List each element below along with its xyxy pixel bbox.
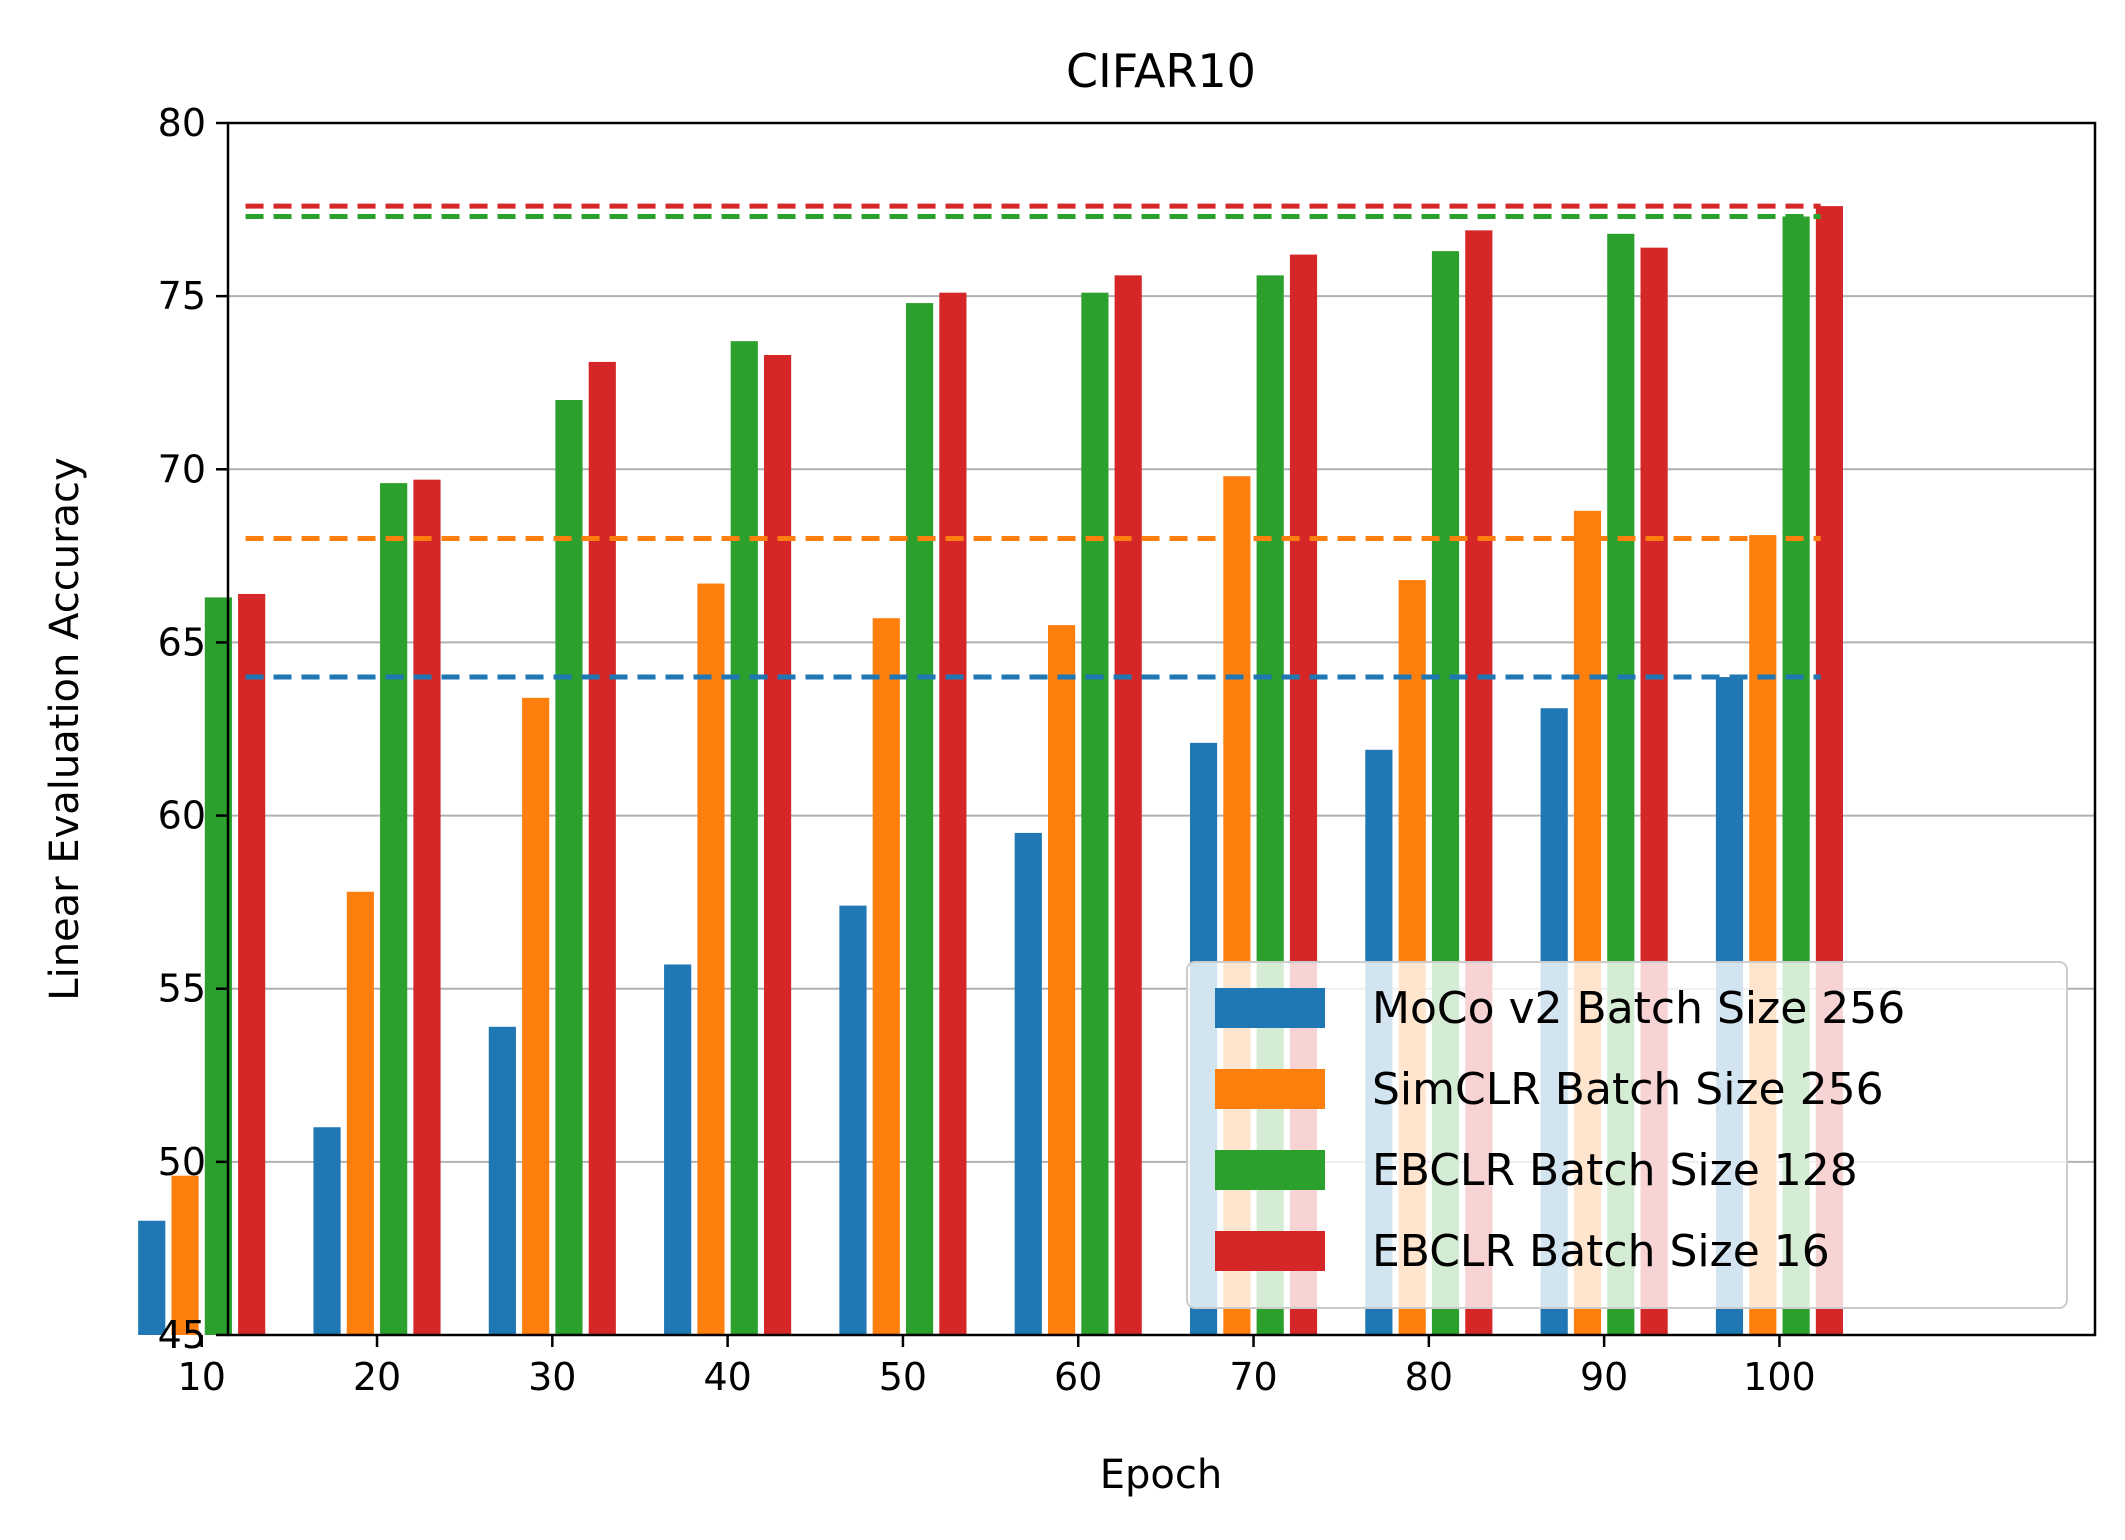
x-tick-label: 10 xyxy=(178,1355,226,1399)
x-tick-label: 100 xyxy=(1743,1355,1816,1399)
x-tick-label: 50 xyxy=(879,1355,927,1399)
bar xyxy=(555,400,583,1335)
chart-title: CIFAR10 xyxy=(1066,44,1256,98)
x-tick-label: 40 xyxy=(703,1355,751,1399)
bar xyxy=(138,1220,166,1335)
bar xyxy=(413,479,441,1335)
x-tick-label: 80 xyxy=(1405,1355,1453,1399)
legend-label: MoCo v2 Batch Size 256 xyxy=(1372,983,1905,1034)
bar xyxy=(763,355,792,1335)
x-tick-label: 90 xyxy=(1580,1355,1628,1399)
bar xyxy=(522,697,550,1335)
y-tick-label: 55 xyxy=(158,967,206,1011)
bar xyxy=(488,1026,516,1335)
reference-lines xyxy=(245,203,1821,680)
bar xyxy=(380,483,408,1335)
legend-swatch xyxy=(1215,1069,1325,1109)
legend-label: EBCLR Batch Size 128 xyxy=(1372,1145,1858,1196)
y-tick-label: 75 xyxy=(158,274,206,318)
x-tick-label: 30 xyxy=(528,1355,576,1399)
bar xyxy=(238,593,266,1335)
legend-swatch xyxy=(1215,1231,1325,1271)
legend-swatch xyxy=(1215,988,1325,1028)
bar xyxy=(730,341,758,1335)
x-tick-label: 70 xyxy=(1229,1355,1277,1399)
bar xyxy=(839,905,867,1335)
bar xyxy=(1081,292,1109,1336)
bar xyxy=(697,583,725,1335)
legend-box xyxy=(1186,961,2068,1309)
plot-frame xyxy=(226,121,2097,1337)
legend-label: EBCLR Batch Size 16 xyxy=(1372,1226,1830,1277)
x-axis-label: Epoch xyxy=(1100,1452,1222,1498)
bar xyxy=(346,891,374,1335)
bar xyxy=(939,292,967,1336)
bar xyxy=(664,964,692,1335)
y-tick-label: 50 xyxy=(158,1140,206,1184)
bar xyxy=(1114,275,1142,1335)
legend-swatch xyxy=(1215,1150,1325,1190)
bar xyxy=(1047,625,1076,1335)
y-tick-label: 60 xyxy=(158,794,206,838)
x-tick-label: 60 xyxy=(1054,1355,1102,1399)
y-tick-label: 80 xyxy=(158,101,206,145)
bar xyxy=(872,618,900,1335)
y-tick-label: 65 xyxy=(158,620,206,664)
bar xyxy=(1014,832,1042,1335)
y-tick-label: 70 xyxy=(158,447,206,491)
axis-ticks: 45 50 55 60 65 70 75 80 10 20 30 40 50 60 70 80 90 100 xyxy=(158,101,1816,1399)
bar xyxy=(313,1127,341,1335)
y-tick-label: 45 xyxy=(158,1313,206,1357)
bar xyxy=(171,1175,199,1335)
legend: MoCo v2 Batch Size 256 SimCLR Batch Size … xyxy=(1186,961,2068,1309)
bar xyxy=(588,361,616,1335)
y-axis-label: Linear Evaluation Accuracy xyxy=(42,457,88,1000)
legend-label: SimCLR Batch Size 256 xyxy=(1372,1064,1884,1115)
bar xyxy=(905,303,934,1335)
x-tick-label: 20 xyxy=(353,1355,401,1399)
